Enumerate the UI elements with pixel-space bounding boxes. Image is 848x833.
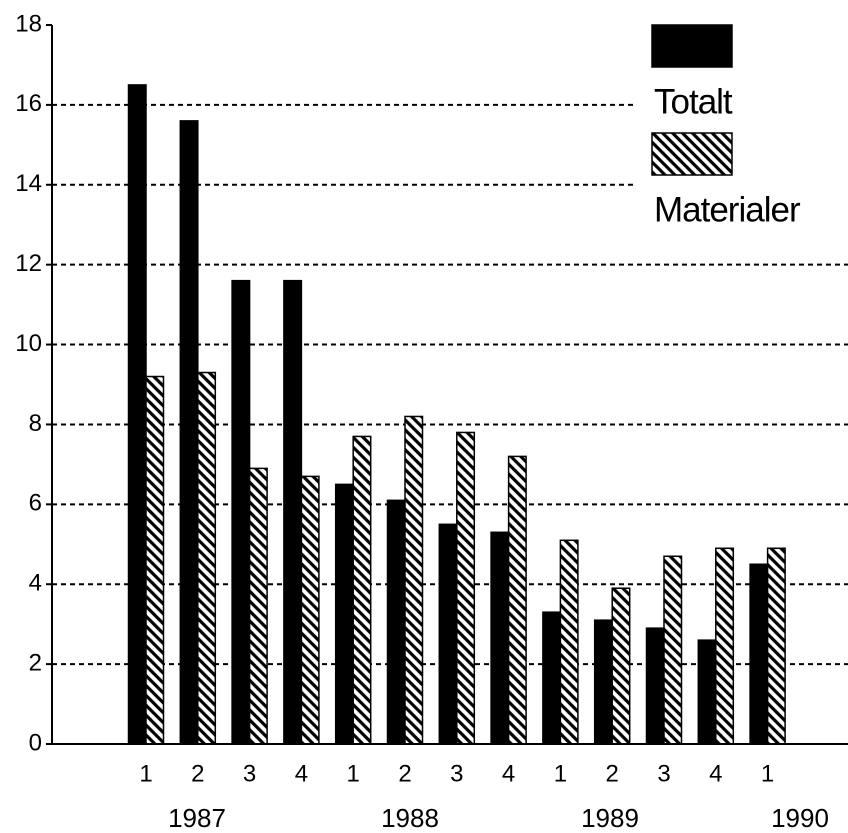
y-tick-label: 18 [15,10,42,37]
y-tick-label: 16 [15,90,42,117]
bar [197,371,217,745]
x-tick-label: 1 [761,760,774,787]
bar [231,279,251,745]
y-tick-label: 12 [15,250,42,277]
bar [352,435,372,745]
bar [334,483,354,745]
legend-label: Totalt [654,82,733,121]
y-tick-label: 0 [29,729,42,756]
x-tick-label: 3 [243,760,256,787]
x-tick-label: 2 [398,760,411,787]
bar [645,627,665,745]
legend-swatch [651,24,733,68]
y-tick-label: 10 [15,330,42,357]
year-label: 1987 [168,803,226,833]
bar [179,120,199,745]
bar [507,455,527,745]
bar [611,587,631,745]
bar [593,619,613,745]
bar [145,375,165,745]
bar [766,547,786,745]
bar [248,467,268,745]
bar [456,431,476,745]
x-tick-label: 1 [554,760,567,787]
y-tick-label: 4 [29,570,42,597]
bar [542,611,562,745]
bar [300,475,320,745]
bar [404,415,424,745]
bar [127,84,147,745]
year-label: 1989 [581,803,639,833]
bar [438,523,458,745]
x-tick-label: 4 [295,760,308,787]
y-tick-label: 2 [29,649,42,676]
x-tick-label: 3 [657,760,670,787]
bar [715,547,735,745]
bar [697,639,717,745]
bar [749,563,769,745]
x-tick-label: 4 [709,760,722,787]
bar [559,539,579,745]
x-tick-label: 2 [606,760,619,787]
y-tick-label: 14 [15,170,42,197]
year-label: 1990 [771,803,829,833]
bar [283,279,303,745]
year-label: 1988 [381,803,439,833]
legend-label: Materialer [654,190,801,229]
x-tick-label: 3 [450,760,463,787]
bar [490,531,510,745]
x-tick-label: 2 [191,760,204,787]
y-tick-label: 6 [29,490,42,517]
bar [663,555,683,745]
y-tick-label: 8 [29,410,42,437]
x-tick-label: 1 [347,760,360,787]
legend-swatch [651,132,733,176]
x-tick-label: 1 [139,760,152,787]
x-tick-label: 4 [502,760,515,787]
bar [386,499,406,745]
